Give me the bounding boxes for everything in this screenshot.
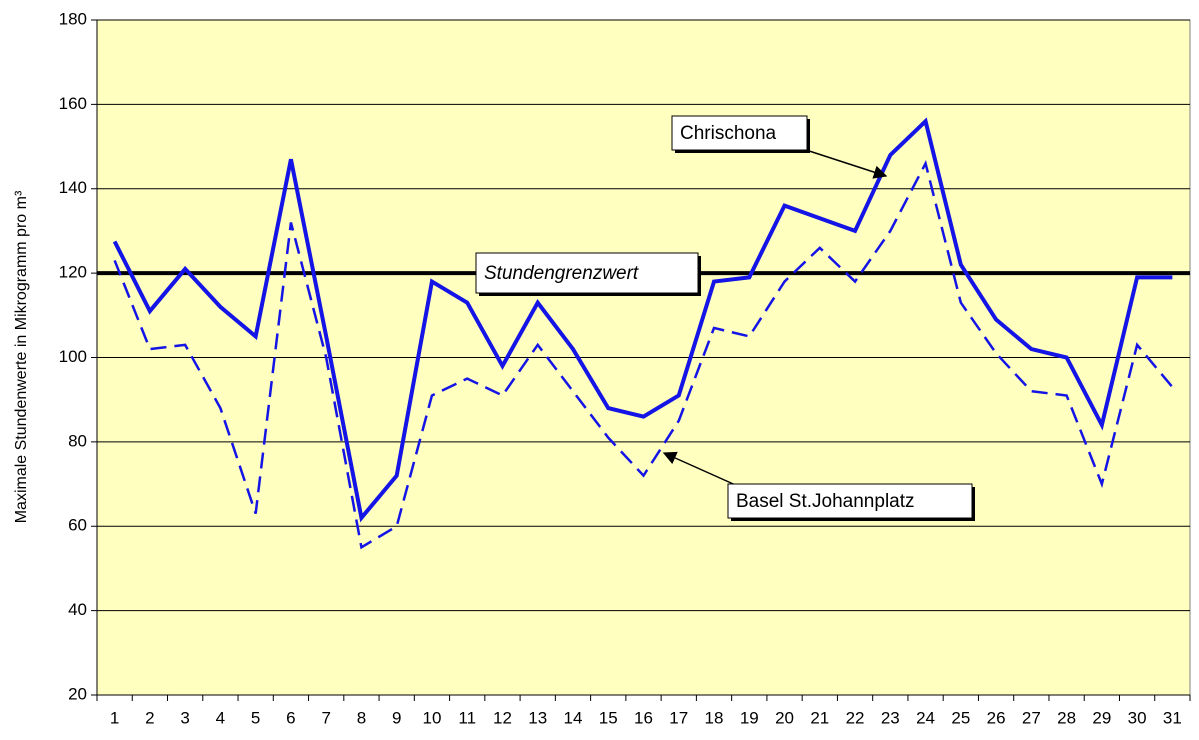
x-tick-label: 21 xyxy=(810,708,829,727)
y-axis-label: Maximale Stundenwerte in Mikrogramm pro … xyxy=(13,190,30,523)
x-tick-label: 18 xyxy=(705,708,724,727)
y-tick-label: 80 xyxy=(68,431,87,450)
x-tick-label: 25 xyxy=(951,708,970,727)
x-tick-label: 5 xyxy=(251,708,260,727)
x-tick-label: 23 xyxy=(881,708,900,727)
y-tick-label: 40 xyxy=(68,600,87,619)
threshold-label-box xyxy=(475,252,699,294)
x-tick-label: 4 xyxy=(216,708,225,727)
x-tick-label: 17 xyxy=(669,708,688,727)
x-tick-label: 14 xyxy=(564,708,583,727)
y-tick-label: 160 xyxy=(59,94,87,113)
x-tick-label: 24 xyxy=(916,708,935,727)
x-tick-label: 16 xyxy=(634,708,653,727)
x-tick-label: 10 xyxy=(422,708,441,727)
x-tick-label: 9 xyxy=(392,708,401,727)
y-tick-label: 20 xyxy=(68,684,87,703)
x-tick-label: 13 xyxy=(528,708,547,727)
annotation-arrow xyxy=(799,147,888,179)
x-tick-label: 20 xyxy=(775,708,794,727)
x-tick-label: 7 xyxy=(321,708,330,727)
threshold-label: Stundengrenzwert xyxy=(484,263,639,284)
x-tick-label: 22 xyxy=(846,708,865,727)
series-line xyxy=(113,159,1174,550)
x-tick-label: 6 xyxy=(286,708,295,727)
x-tick-label: 30 xyxy=(1128,708,1147,727)
x-tick-label: 1 xyxy=(110,708,119,727)
x-tick-label: 11 xyxy=(458,708,476,727)
x-tick-label: 3 xyxy=(180,708,189,727)
x-tick-label: 31 xyxy=(1163,708,1182,727)
y-tick-label: 120 xyxy=(59,263,87,282)
x-tick-label: 28 xyxy=(1057,708,1076,727)
x-tick-label: 27 xyxy=(1022,708,1041,727)
series-label-box xyxy=(727,483,973,519)
x-tick-label: 12 xyxy=(493,708,512,727)
x-tick-label: 8 xyxy=(357,708,366,727)
series-line xyxy=(112,117,1173,523)
x-tick-label: 26 xyxy=(987,708,1006,727)
series-label-box xyxy=(671,115,808,151)
y-tick-label: 140 xyxy=(59,178,87,197)
y-tick-label: 60 xyxy=(68,516,87,535)
x-tick-label: 15 xyxy=(599,708,618,727)
y-tick-label: 180 xyxy=(59,9,87,28)
y-tick-label: 100 xyxy=(59,347,87,366)
annotation-arrow xyxy=(662,451,741,488)
series-label: Chrischona xyxy=(680,123,777,144)
series-label: Basel St.Johannplatz xyxy=(736,491,915,512)
x-tick-label: 19 xyxy=(740,708,759,727)
x-tick-label: 29 xyxy=(1092,708,1111,727)
x-tick-label: 2 xyxy=(145,708,154,727)
